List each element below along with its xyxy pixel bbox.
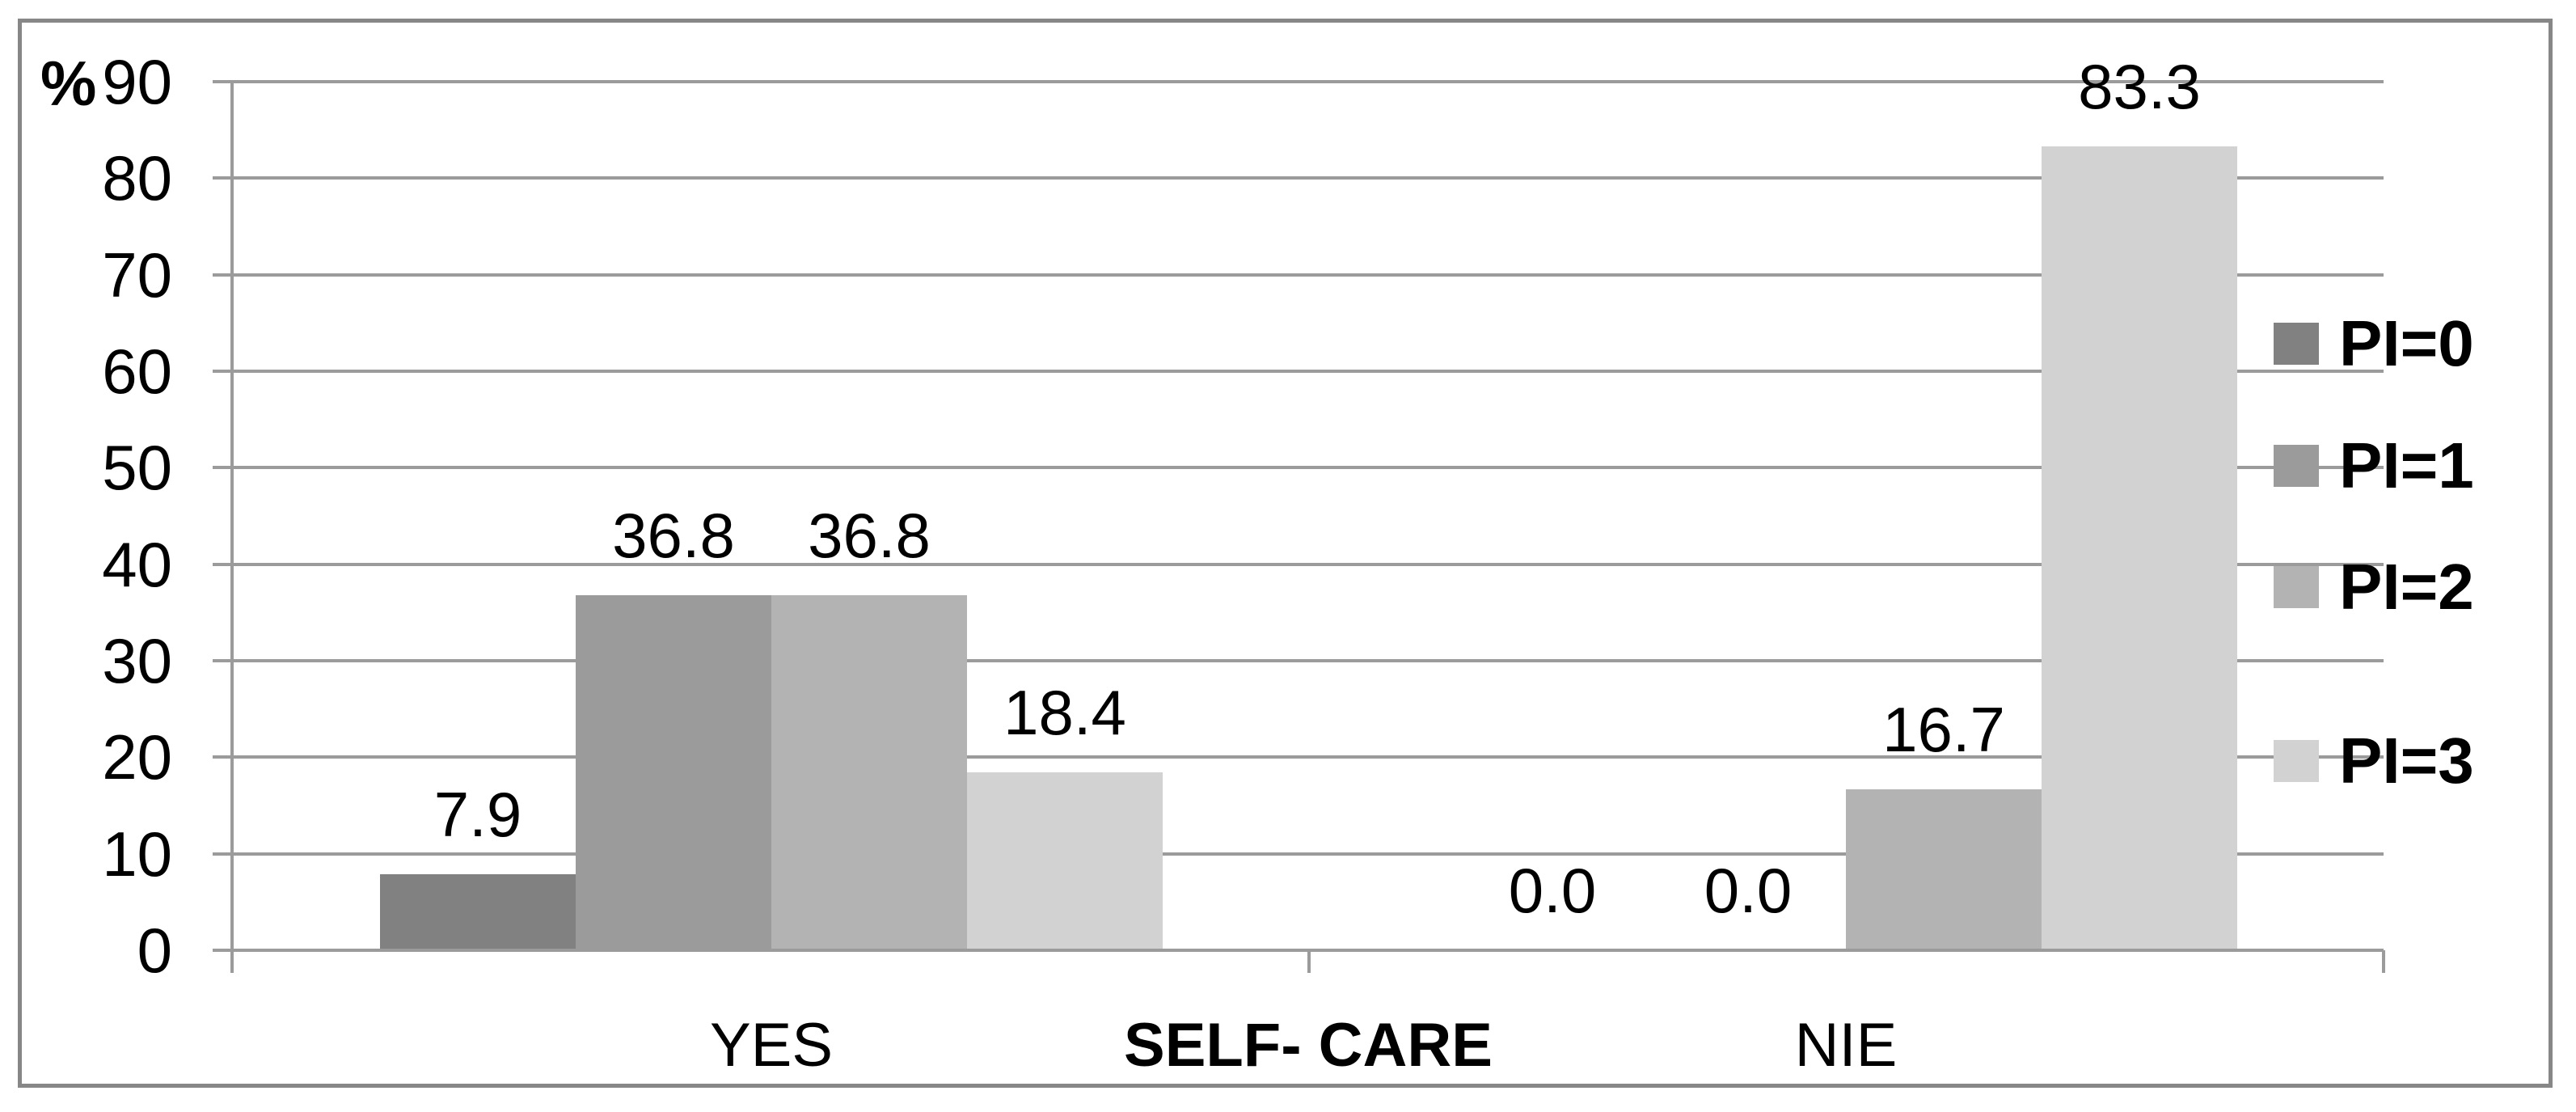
data-label: 18.4: [1003, 677, 1126, 748]
legend-label-pi2: PI=2: [2339, 551, 2474, 623]
gridline: [213, 466, 2384, 470]
bar-pi3-yes: [967, 772, 1163, 950]
bar-pi2-yes: [771, 595, 967, 950]
data-label: 0.0: [1508, 855, 1597, 926]
y-tick-label: 60: [102, 336, 172, 407]
data-label: 0.0: [1704, 855, 1793, 926]
legend-label-pi3: PI=3: [2339, 725, 2474, 797]
gridline: [213, 176, 2384, 180]
data-label: 7.9: [433, 779, 522, 850]
gridline: [213, 80, 2384, 83]
data-label: 16.7: [1882, 694, 2005, 765]
category-label-yes: YES: [709, 1011, 834, 1080]
y-axis-line: [230, 82, 234, 973]
gridline: [213, 852, 2384, 856]
legend-swatch-pi2: [2274, 566, 2319, 608]
y-tick-label: 40: [102, 528, 172, 600]
gridline: [213, 562, 2384, 566]
legend-label-pi1: PI=1: [2339, 429, 2474, 501]
data-label: 36.8: [808, 500, 931, 571]
x-axis-tick: [2382, 950, 2385, 973]
y-tick-label: 50: [102, 432, 172, 504]
legend-swatch-pi1: [2274, 445, 2319, 487]
y-tick-label: 0: [137, 915, 172, 986]
bar-pi3-nie: [2042, 146, 2237, 950]
figure-border: [18, 19, 2553, 1088]
gridline: [213, 273, 2384, 277]
data-label: 36.8: [612, 500, 735, 571]
y-tick-label: 20: [102, 721, 172, 793]
y-tick-label: 30: [102, 625, 172, 696]
bar-pi0-yes: [380, 874, 576, 950]
gridline: [213, 370, 2384, 373]
legend-swatch-pi0: [2274, 323, 2319, 365]
legend-swatch-pi3: [2274, 740, 2319, 782]
legend-label-pi0: PI=0: [2339, 307, 2474, 379]
bar-pi2-nie: [1846, 789, 2042, 950]
y-axis-unit-label: %: [40, 48, 97, 119]
gridline: [213, 659, 2384, 662]
y-tick-label: 70: [102, 239, 172, 311]
y-tick-label: 90: [102, 46, 172, 117]
x-axis-title: SELF- CARE: [1124, 1011, 1493, 1080]
x-axis-tick: [1307, 950, 1311, 973]
category-label-nie: NIE: [1794, 1011, 1898, 1080]
bar-pi1-yes: [576, 595, 771, 950]
y-tick-label: 10: [102, 818, 172, 890]
x-axis-line: [213, 949, 2384, 952]
data-label: 83.3: [2078, 51, 2201, 122]
gridline: [213, 755, 2384, 759]
y-tick-label: 80: [102, 142, 172, 214]
